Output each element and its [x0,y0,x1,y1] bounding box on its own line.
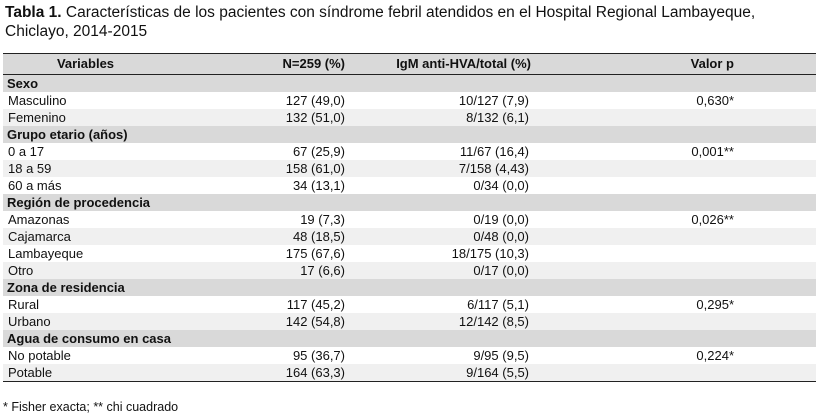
header-row: Variables N=259 (%) IgM anti-HVA/total (… [3,53,816,75]
header-igm: IgM anti-HVA/total (%) [345,53,545,75]
table-row: Femenino 132 (51,0) 8/132 (6,1) [3,109,816,126]
cell-p-value [545,245,734,262]
table-row: Amazonas 19 (7,3) 0/19 (0,0) 0,026** [3,211,816,228]
header-variables: Variables [3,53,168,75]
cell-p-value [545,109,734,126]
cell-variable: 60 a más [8,177,62,193]
cell-igm: 10/127 (7,9) [458,92,529,108]
cell-p-value: 0,001** [691,143,734,159]
cell-variable: Femenino [3,109,168,126]
group-row: Sexo [3,74,816,92]
cell-n: 132 (51,0) [168,109,345,126]
cell-n: 17 (6,6) [168,262,345,279]
cell-variable: Potable [3,364,168,382]
cell-variable: No potable [8,347,71,363]
table-row: Urbano 142 (54,8) 12/142 (8,5) [3,313,816,330]
cell-p-value [545,262,734,279]
cell-p-value: 0,295* [696,296,734,312]
table-row: 60 a más 34 (13,1) 0/34 (0,0) [3,177,816,194]
cell-p-value [545,160,734,177]
caption-label: Tabla 1. [5,4,62,21]
caption-text: Características de los pacientes con sín… [5,4,756,40]
cell-igm: 6/117 (5,1) [467,296,529,312]
group-label: Agua de consumo en casa [3,330,816,347]
table-row: Potable 164 (63,3) 9/164 (5,5) [3,364,816,382]
table-row: No potable 95 (36,7) 9/95 (9,5) 0,224* [3,347,816,364]
table-row: Lambayeque 175 (67,6) 18/175 (10,3) [3,245,816,262]
cell-n: 175 (67,6) [285,245,345,261]
header-p: Valor p [545,53,734,75]
cell-n: 67 (25,9) [292,143,345,159]
table-body: Sexo Masculino 127 (49,0) 10/127 (7,9) 0,630… [3,74,816,382]
table-row: Rural 117 (45,2) 6/117 (5,1) 0,295* [3,296,816,313]
cell-variable: 18 a 59 [3,160,168,177]
cell-n: 158 (61,0) [168,160,345,177]
cell-igm: 11/67 (16,4) [459,143,529,159]
cell-igm: 7/158 (4,43) [345,160,545,177]
header-n: N=259 (%) [168,53,345,75]
cell-n: 19 (7,3) [300,211,345,227]
cell-variable: Amazonas [8,211,70,227]
cell-igm: 12/142 (8,5) [345,313,545,330]
cell-p-value [545,364,734,382]
table-row: Otro 17 (6,6) 0/17 (0,0) [3,262,816,279]
group-label: Región de procedencia [3,194,816,211]
table-row: 0 a 17 67 (25,9) 11/67 (16,4) 0,001** [3,143,816,160]
group-row: Agua de consumo en casa [3,330,816,347]
cell-n: 127 (49,0) [285,92,345,108]
cell-variable: 0 a 17 [8,143,45,159]
cell-n: 142 (54,8) [168,313,345,330]
cell-igm: 0/17 (0,0) [345,262,545,279]
table-caption: Tabla 1. Características de los paciente… [5,3,815,41]
cell-igm: 9/95 (9,5) [473,347,529,363]
cell-n: 164 (63,3) [168,364,345,382]
cell-variable: Lambayeque [8,245,84,261]
footnote: * Fisher exacta; ** chi cuadrado [3,400,179,414]
group-label: Sexo [3,74,816,92]
cell-igm: 9/164 (5,5) [345,364,545,382]
group-row: Zona de residencia [3,279,816,296]
cell-igm: 8/132 (6,1) [345,109,545,126]
cell-p-value [545,177,734,194]
cell-igm: 0/19 (0,0) [473,211,529,227]
cell-variable: Urbano [3,313,168,330]
cell-p-value [545,313,734,330]
cell-igm: 0/34 (0,0) [473,177,529,193]
cell-p-value: 0,026** [691,211,734,227]
table-row: 18 a 59 158 (61,0) 7/158 (4,43) [3,160,816,177]
cell-igm: 18/175 (10,3) [451,245,529,261]
cell-n: 95 (36,7) [292,347,345,363]
cell-n: 48 (18,5) [168,228,345,245]
group-row: Grupo etario (años) [3,126,816,143]
cell-n: 34 (13,1) [292,177,345,193]
cell-p-value: 0,224* [696,347,734,363]
table-row: Cajamarca 48 (18,5) 0/48 (0,0) [3,228,816,245]
cell-variable: Cajamarca [3,228,168,245]
group-label: Grupo etario (años) [3,126,816,143]
group-row: Región de procedencia [3,194,816,211]
cell-variable: Masculino [8,92,67,108]
cell-n: 117 (45,2) [286,296,345,312]
group-label: Zona de residencia [3,279,816,296]
characteristics-table: Variables N=259 (%) IgM anti-HVA/total (… [3,53,816,382]
cell-p-value: 0,630* [696,92,734,108]
cell-p-value [545,228,734,245]
cell-variable: Otro [3,262,168,279]
table-row: Masculino 127 (49,0) 10/127 (7,9) 0,630* [3,92,816,109]
cell-igm: 0/48 (0,0) [345,228,545,245]
cell-variable: Rural [8,296,40,312]
